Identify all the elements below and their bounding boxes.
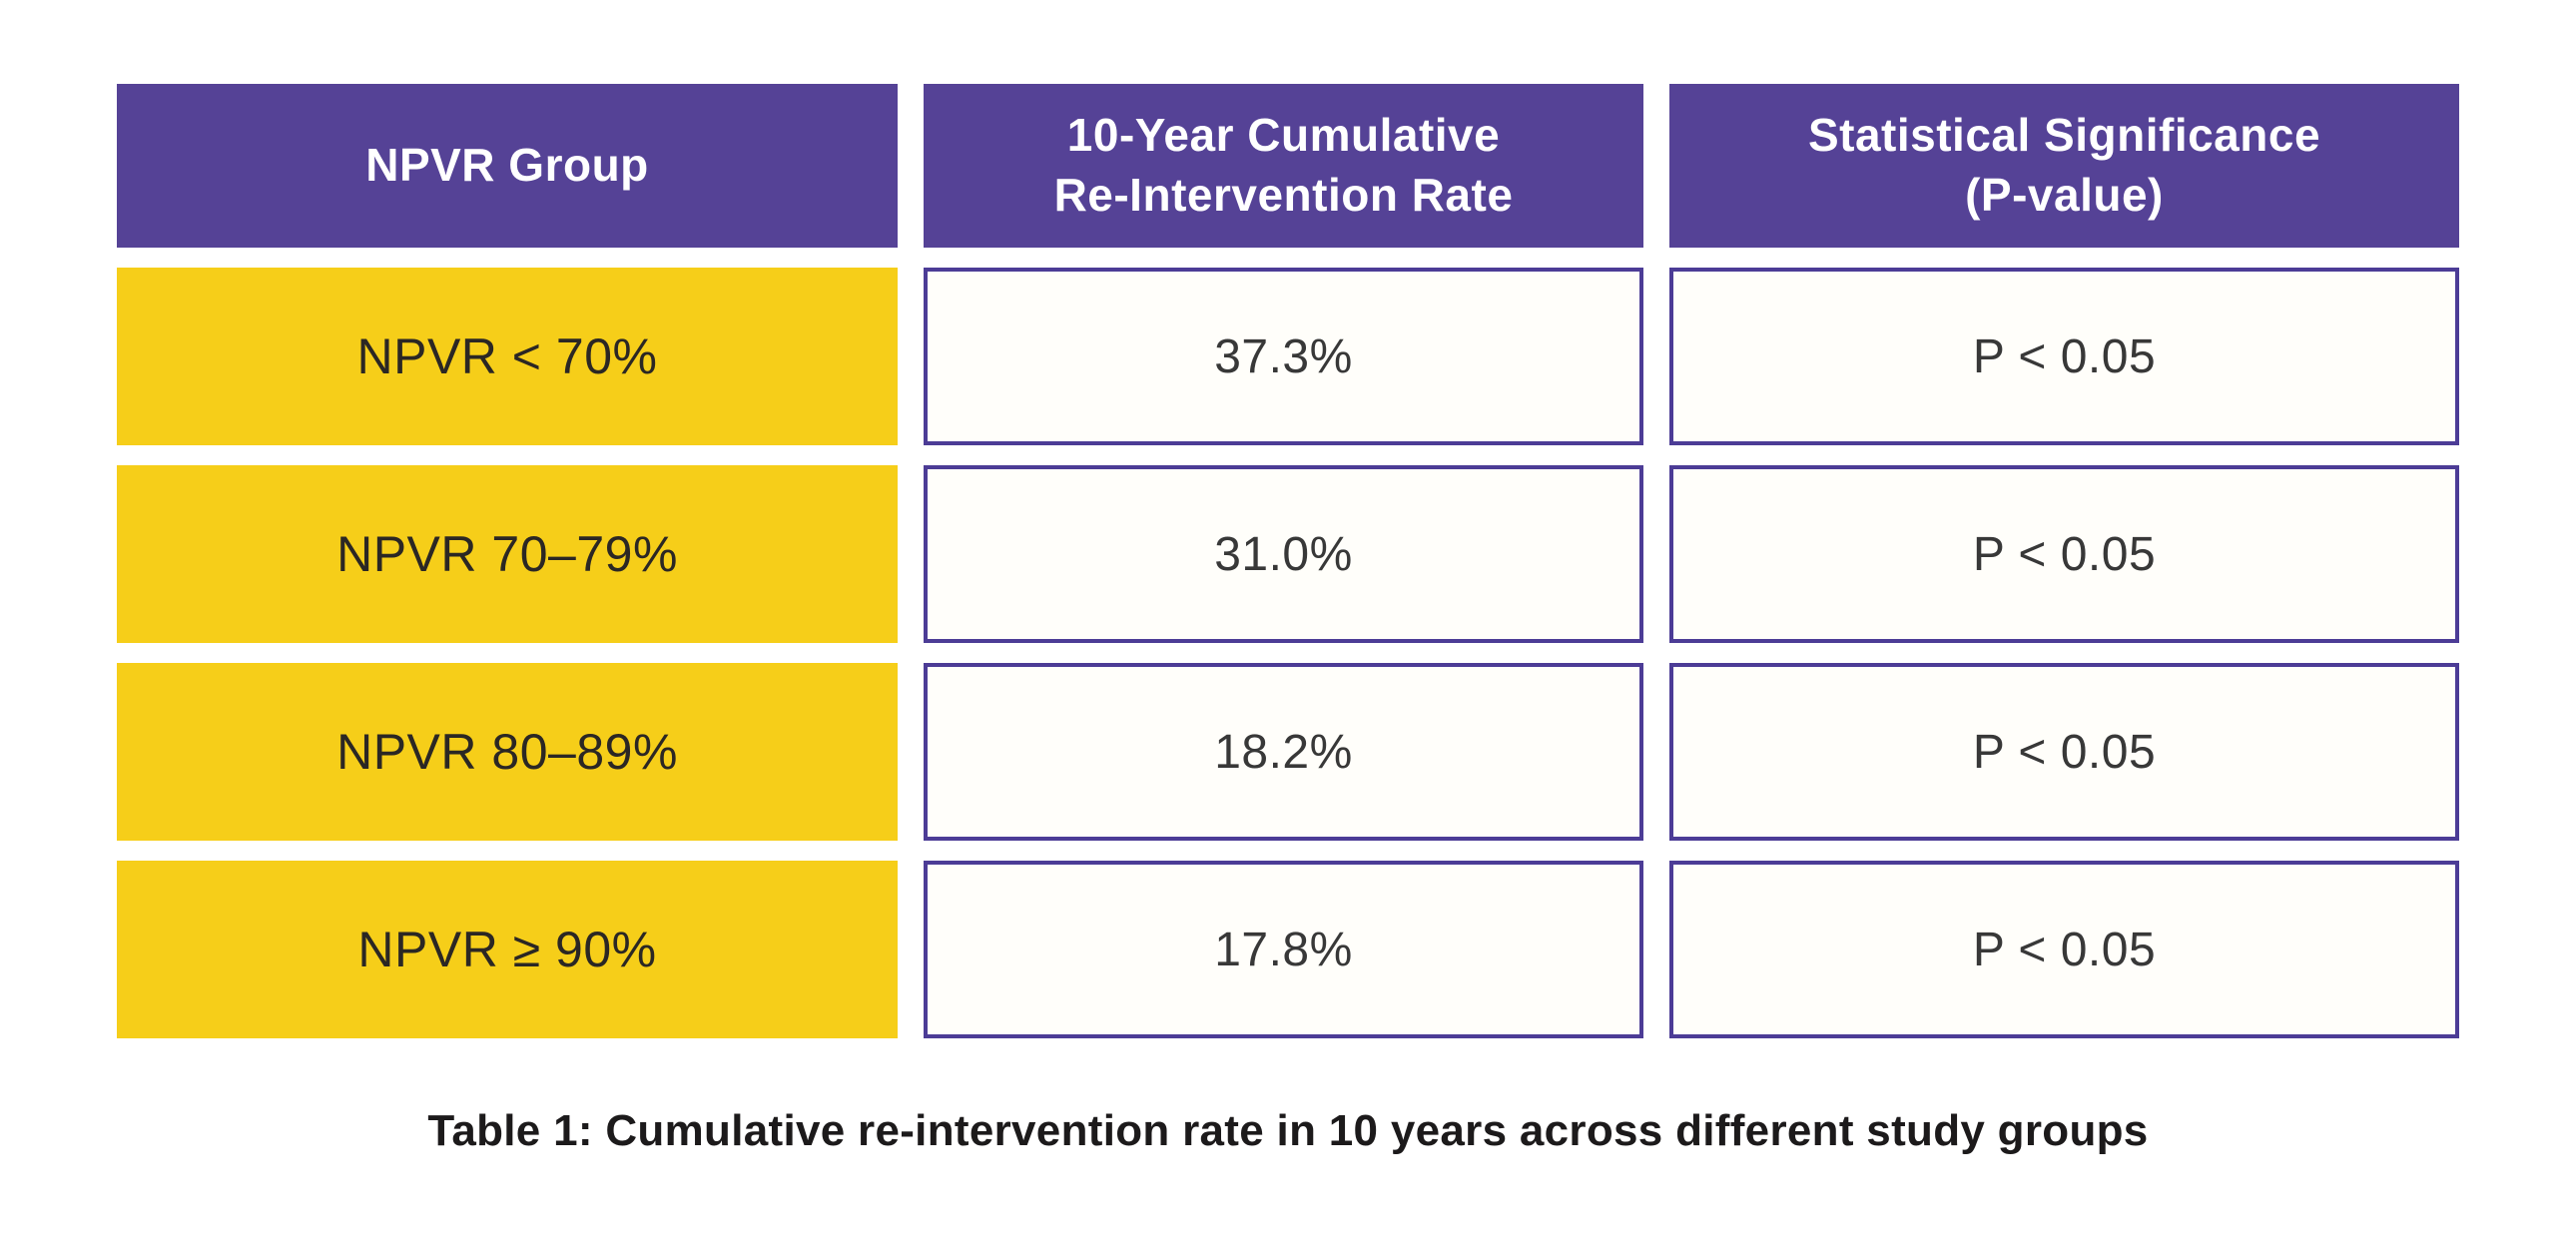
row-2-rate-cell: 31.0% — [924, 465, 1643, 643]
row-3-pvalue-cell: P < 0.05 — [1669, 663, 2459, 841]
row-2-group-cell: NPVR 70–79% — [117, 465, 898, 643]
row-4-group-cell: NPVR ≥ 90% — [117, 861, 898, 1038]
row-2-pvalue-cell: P < 0.05 — [1669, 465, 2459, 643]
row-4-rate-cell: 17.8% — [924, 861, 1643, 1038]
table-caption: Table 1: Cumulative re-intervention rate… — [427, 1106, 2149, 1155]
header-cell-statistical-significance: Statistical Significance (P-value) — [1669, 84, 2459, 248]
row-3-group-cell: NPVR 80–89% — [117, 663, 898, 841]
row-1-group-cell: NPVR < 70% — [117, 268, 898, 445]
study-results-table: NPVR Group 10-Year Cumulative Re-Interve… — [117, 84, 2459, 1038]
row-1-pvalue-cell: P < 0.05 — [1669, 268, 2459, 445]
header-cell-reintervention-rate: 10-Year Cumulative Re-Intervention Rate — [924, 84, 1643, 248]
row-1-rate-cell: 37.3% — [924, 268, 1643, 445]
row-3-rate-cell: 18.2% — [924, 663, 1643, 841]
row-4-pvalue-cell: P < 0.05 — [1669, 861, 2459, 1038]
header-cell-npvr-group: NPVR Group — [117, 84, 898, 248]
